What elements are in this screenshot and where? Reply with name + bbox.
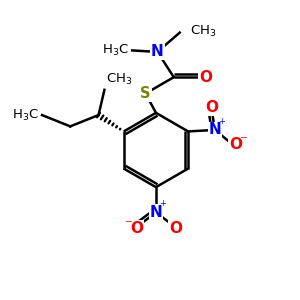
Text: N: N xyxy=(151,44,164,59)
Text: O: O xyxy=(206,100,218,115)
Text: O: O xyxy=(130,221,143,236)
Text: CH$_3$: CH$_3$ xyxy=(106,72,132,87)
Text: O: O xyxy=(169,221,182,236)
Text: $^+$: $^+$ xyxy=(158,200,167,213)
Text: N: N xyxy=(208,122,221,137)
Text: O: O xyxy=(199,70,212,85)
Text: $^-$: $^-$ xyxy=(123,218,134,231)
Text: S: S xyxy=(140,86,151,101)
Text: $^-$: $^-$ xyxy=(238,134,249,147)
Text: $^+$: $^+$ xyxy=(217,118,226,130)
Text: O: O xyxy=(229,137,242,152)
Text: H$_3$C: H$_3$C xyxy=(102,43,129,58)
Text: CH$_3$: CH$_3$ xyxy=(190,24,217,39)
Text: H$_3$C: H$_3$C xyxy=(12,107,39,123)
Text: N: N xyxy=(150,205,162,220)
